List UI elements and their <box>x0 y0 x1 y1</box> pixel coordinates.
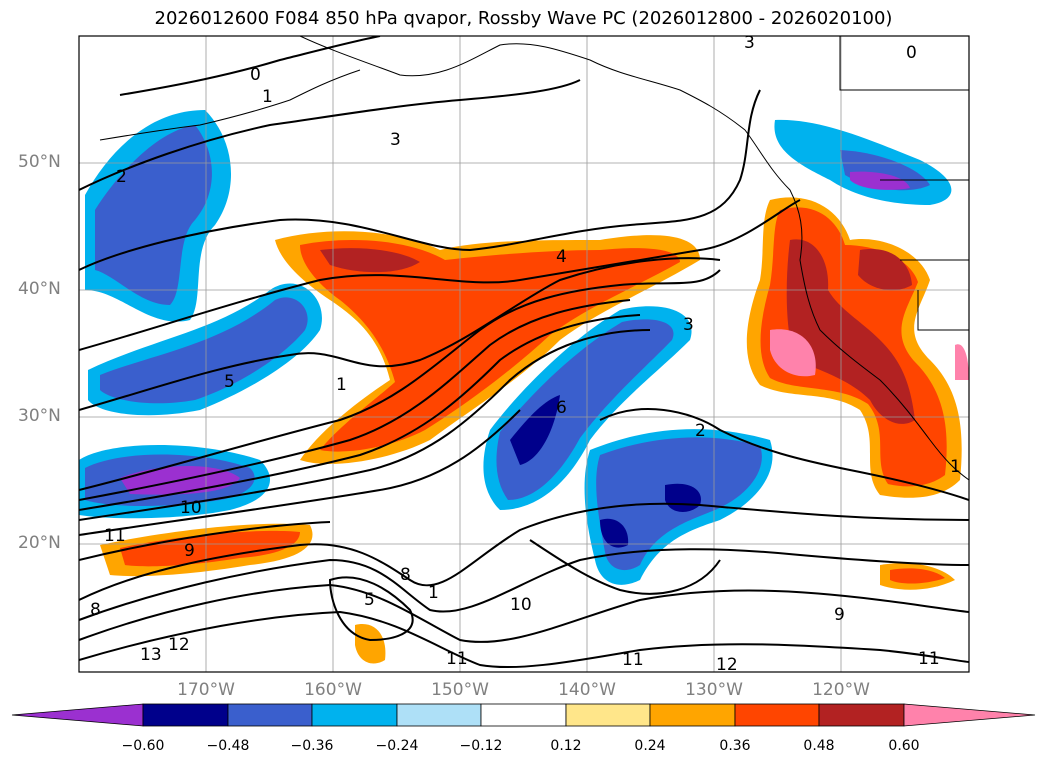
contour-label: 11 <box>446 649 468 669</box>
plot-title: 2026012600 F084 850 hPa qvapor, Rossby W… <box>154 8 893 29</box>
colorbar-extend-low <box>11 703 144 727</box>
contour-label: 0 <box>250 65 261 85</box>
contour-label: 12 <box>168 635 190 655</box>
contour-label: 2 <box>695 421 706 441</box>
contour-label: 2 <box>116 167 127 187</box>
colorbar-tick: −0.48 <box>206 738 250 754</box>
contour-label: 0 <box>906 43 917 63</box>
colorbar-tick: 0.12 <box>550 738 582 754</box>
contour-label: 4 <box>556 247 567 267</box>
contour-label: 11 <box>104 526 126 546</box>
contour-label: 6 <box>556 398 567 418</box>
colorbar-tick: 0.48 <box>803 738 835 754</box>
lon-label: 160°W <box>304 680 362 700</box>
contour-label: 11 <box>622 650 644 670</box>
contour-label: 3 <box>744 33 755 53</box>
contour-lines <box>79 36 969 669</box>
colorbar-segment <box>227 703 313 727</box>
lon-label: 130°W <box>685 680 743 700</box>
contour-labels: 0 1 3 2 3 4 3 5 1 0 10 8 9 11 5 6 1 10 2… <box>90 33 961 675</box>
contour-label: 9 <box>184 541 195 561</box>
lon-label: 120°W <box>812 680 870 700</box>
coastlines <box>99 36 969 481</box>
contour-label: 1 <box>262 87 273 107</box>
contour-label: 13 <box>140 645 162 665</box>
contour-label: 12 <box>716 655 738 675</box>
colorbar-tick: −0.60 <box>121 738 165 754</box>
contour-label: 5 <box>364 590 375 610</box>
contour-label: 3 <box>683 315 694 335</box>
lat-label: 30°N <box>18 406 61 426</box>
contour-label: 10 <box>180 498 202 518</box>
map-frame <box>78 35 970 673</box>
colorbar-segment <box>649 703 736 727</box>
contour-label: 11 <box>918 649 940 669</box>
lat-label: 50°N <box>18 152 61 172</box>
colorbar-segment <box>565 703 651 727</box>
contour-label: 1 <box>336 375 347 395</box>
contour-label: 8 <box>400 565 411 585</box>
lon-label: 140°W <box>558 680 616 700</box>
contour-label: 1 <box>950 457 961 477</box>
colorbar-tick: −0.24 <box>375 738 419 754</box>
lon-label: 170°W <box>177 680 235 700</box>
colorbar-segment <box>734 703 820 727</box>
colorbar-segment <box>480 703 567 727</box>
contour-label: 8 <box>90 600 101 620</box>
colorbar-segment <box>396 703 482 727</box>
contour-label: 9 <box>834 605 845 625</box>
lon-label: 150°W <box>431 680 489 700</box>
contour-label: 3 <box>390 130 401 150</box>
colorbar-tick: −0.36 <box>290 738 334 754</box>
colorbar-tick: 0.24 <box>634 738 666 754</box>
colorbar-tick: −0.12 <box>459 738 503 754</box>
colorbar-segment <box>311 703 398 727</box>
lat-label: 40°N <box>18 279 61 299</box>
grid-lines <box>79 36 969 672</box>
contour-label: 10 <box>510 595 532 615</box>
colorbar-segment <box>818 703 905 727</box>
contour-label: 1 <box>428 583 439 603</box>
colorbar-tick: 0.36 <box>719 738 751 754</box>
lat-label: 20°N <box>18 533 61 553</box>
colorbar <box>11 703 1036 727</box>
colorbar-extend-high <box>903 703 1036 727</box>
colorbar-tick: 0.60 <box>888 738 920 754</box>
contour-label: 5 <box>224 372 235 392</box>
colorbar-segment <box>142 703 229 727</box>
